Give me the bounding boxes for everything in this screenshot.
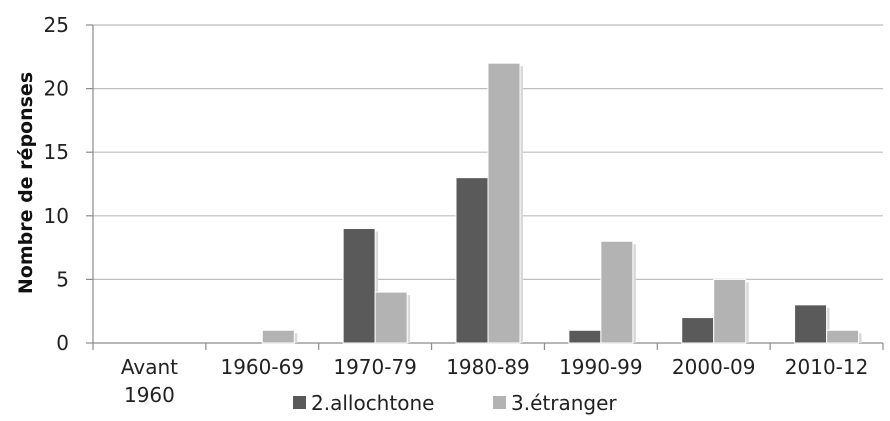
x-tick-label: 1960: [124, 383, 175, 407]
x-tick-label: Avant: [121, 355, 178, 379]
y-axis-title: Nombre de réponses: [15, 72, 37, 294]
y-tick-label: 15: [44, 140, 69, 164]
bar-2-allochtone: [342, 228, 376, 344]
bar-3-tranger: [713, 278, 747, 344]
bar-3-tranger: [600, 240, 634, 344]
y-tick-label: 5: [56, 267, 69, 291]
bar-3-tranger: [487, 62, 521, 344]
x-tick-label: 1990-99: [559, 355, 643, 379]
bars: [261, 62, 862, 344]
x-tick-label: 1970-79: [333, 355, 417, 379]
y-tick-label: 25: [44, 13, 69, 37]
legend: 2.allochtone 3.étranger: [293, 391, 617, 415]
legend-label: 2.allochtone: [311, 391, 434, 415]
x-tick-label: 1960-69: [220, 355, 304, 379]
x-tick-label: 2000-09: [672, 355, 756, 379]
x-tick-label: 1980-89: [446, 355, 530, 379]
y-tick-label: 0: [56, 331, 69, 355]
bar-2-allochtone: [794, 304, 828, 344]
bar-2-allochtone: [681, 317, 715, 344]
legend-label: 3.étranger: [511, 391, 617, 415]
y-tick-label: 10: [44, 204, 69, 228]
bar-3-tranger: [826, 329, 860, 344]
bar-2-allochtone: [568, 329, 602, 344]
bar-2-allochtone: [455, 177, 489, 344]
legend-swatch: [493, 396, 506, 409]
y-tick-label: 20: [44, 77, 69, 101]
x-tick-label: 2010-12: [785, 355, 869, 379]
bar-3-tranger: [374, 291, 408, 344]
bar-3-tranger: [261, 329, 295, 344]
tick-labels: 0 5 10 15 20 25 Avant 1960 1960-69 1970-79 1980-89…: [44, 13, 869, 407]
legend-swatch: [293, 396, 306, 409]
